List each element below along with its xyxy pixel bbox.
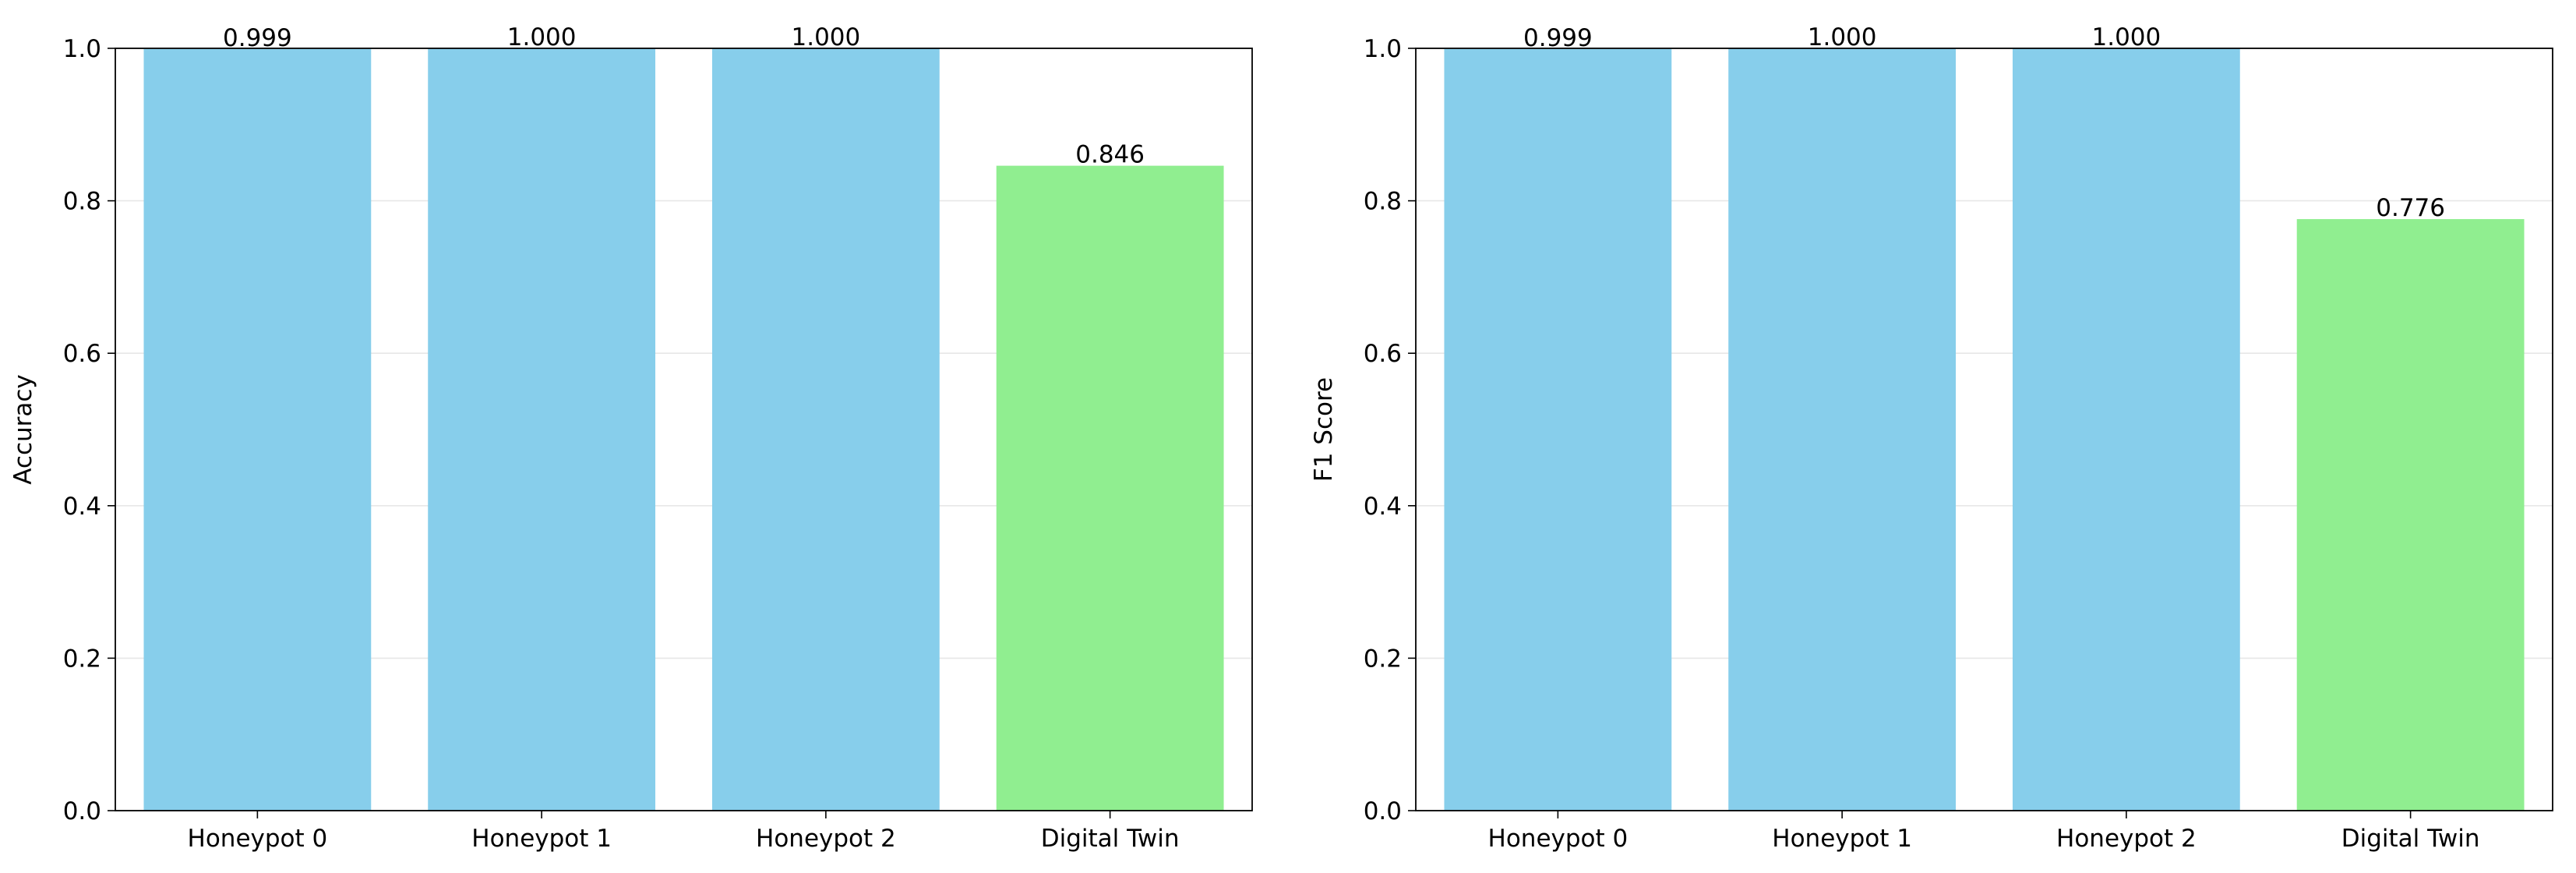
y-tick-label: 0.8 bbox=[63, 188, 101, 216]
bar-value-label: 1.000 bbox=[2092, 23, 2161, 51]
bar bbox=[711, 48, 940, 811]
bar bbox=[428, 48, 656, 811]
y-tick-label: 0.6 bbox=[1364, 340, 1402, 368]
f1-score-chart: 0.0 0.2 0.4 0.6 0.8 1.0 0.999 Honeypot 0 1.000 Ho… bbox=[1310, 23, 2553, 853]
bar-value-label: 0.776 bbox=[2376, 194, 2445, 222]
x-tick-label: Digital Twin bbox=[2341, 825, 2480, 853]
x-tick-label: Digital Twin bbox=[1041, 825, 1180, 853]
bar bbox=[996, 165, 1224, 811]
y-tick-label: 0.0 bbox=[1364, 797, 1402, 825]
bar bbox=[1444, 48, 1672, 811]
y-axis-label: F1 Score bbox=[1310, 377, 1338, 482]
bar-value-label: 1.000 bbox=[1808, 23, 1877, 51]
y-tick-label: 0.4 bbox=[63, 493, 101, 521]
x-tick-label: Honeypot 0 bbox=[1488, 825, 1629, 853]
y-tick-label: 0.0 bbox=[63, 797, 101, 825]
bar-value-label: 0.846 bbox=[1075, 141, 1145, 169]
bar-value-label: 1.000 bbox=[507, 23, 577, 51]
bar-value-label: 0.999 bbox=[223, 24, 292, 52]
y-tick-label: 1.0 bbox=[1364, 35, 1402, 63]
y-tick-label: 1.0 bbox=[63, 35, 101, 63]
bar-value-label: 0.999 bbox=[1523, 24, 1593, 52]
axes-frame bbox=[1415, 48, 2553, 811]
bar bbox=[2012, 48, 2240, 811]
x-tick-label: Honeypot 1 bbox=[1772, 825, 1912, 853]
bar-value-label: 1.000 bbox=[792, 23, 861, 51]
bar bbox=[143, 48, 372, 811]
x-tick-label: Honeypot 1 bbox=[471, 825, 612, 853]
x-tick-label: Honeypot 0 bbox=[188, 825, 328, 853]
y-tick-label: 0.8 bbox=[1364, 188, 1402, 216]
bar bbox=[1728, 48, 1957, 811]
accuracy-chart: 0.0 0.2 0.4 0.6 0.8 1.0 0.999 Honeypot 0 1.000 Ho… bbox=[9, 23, 1253, 853]
y-tick-label: 0.4 bbox=[1364, 493, 1402, 521]
y-tick-label: 0.2 bbox=[1364, 645, 1402, 673]
axes-frame bbox=[115, 48, 1253, 811]
x-tick-label: Honeypot 2 bbox=[756, 825, 896, 853]
y-tick-label: 0.2 bbox=[63, 645, 101, 673]
y-axis-label: Accuracy bbox=[9, 374, 37, 485]
bar bbox=[2296, 219, 2525, 811]
x-tick-label: Honeypot 2 bbox=[2056, 825, 2197, 853]
y-tick-label: 0.6 bbox=[63, 340, 101, 368]
